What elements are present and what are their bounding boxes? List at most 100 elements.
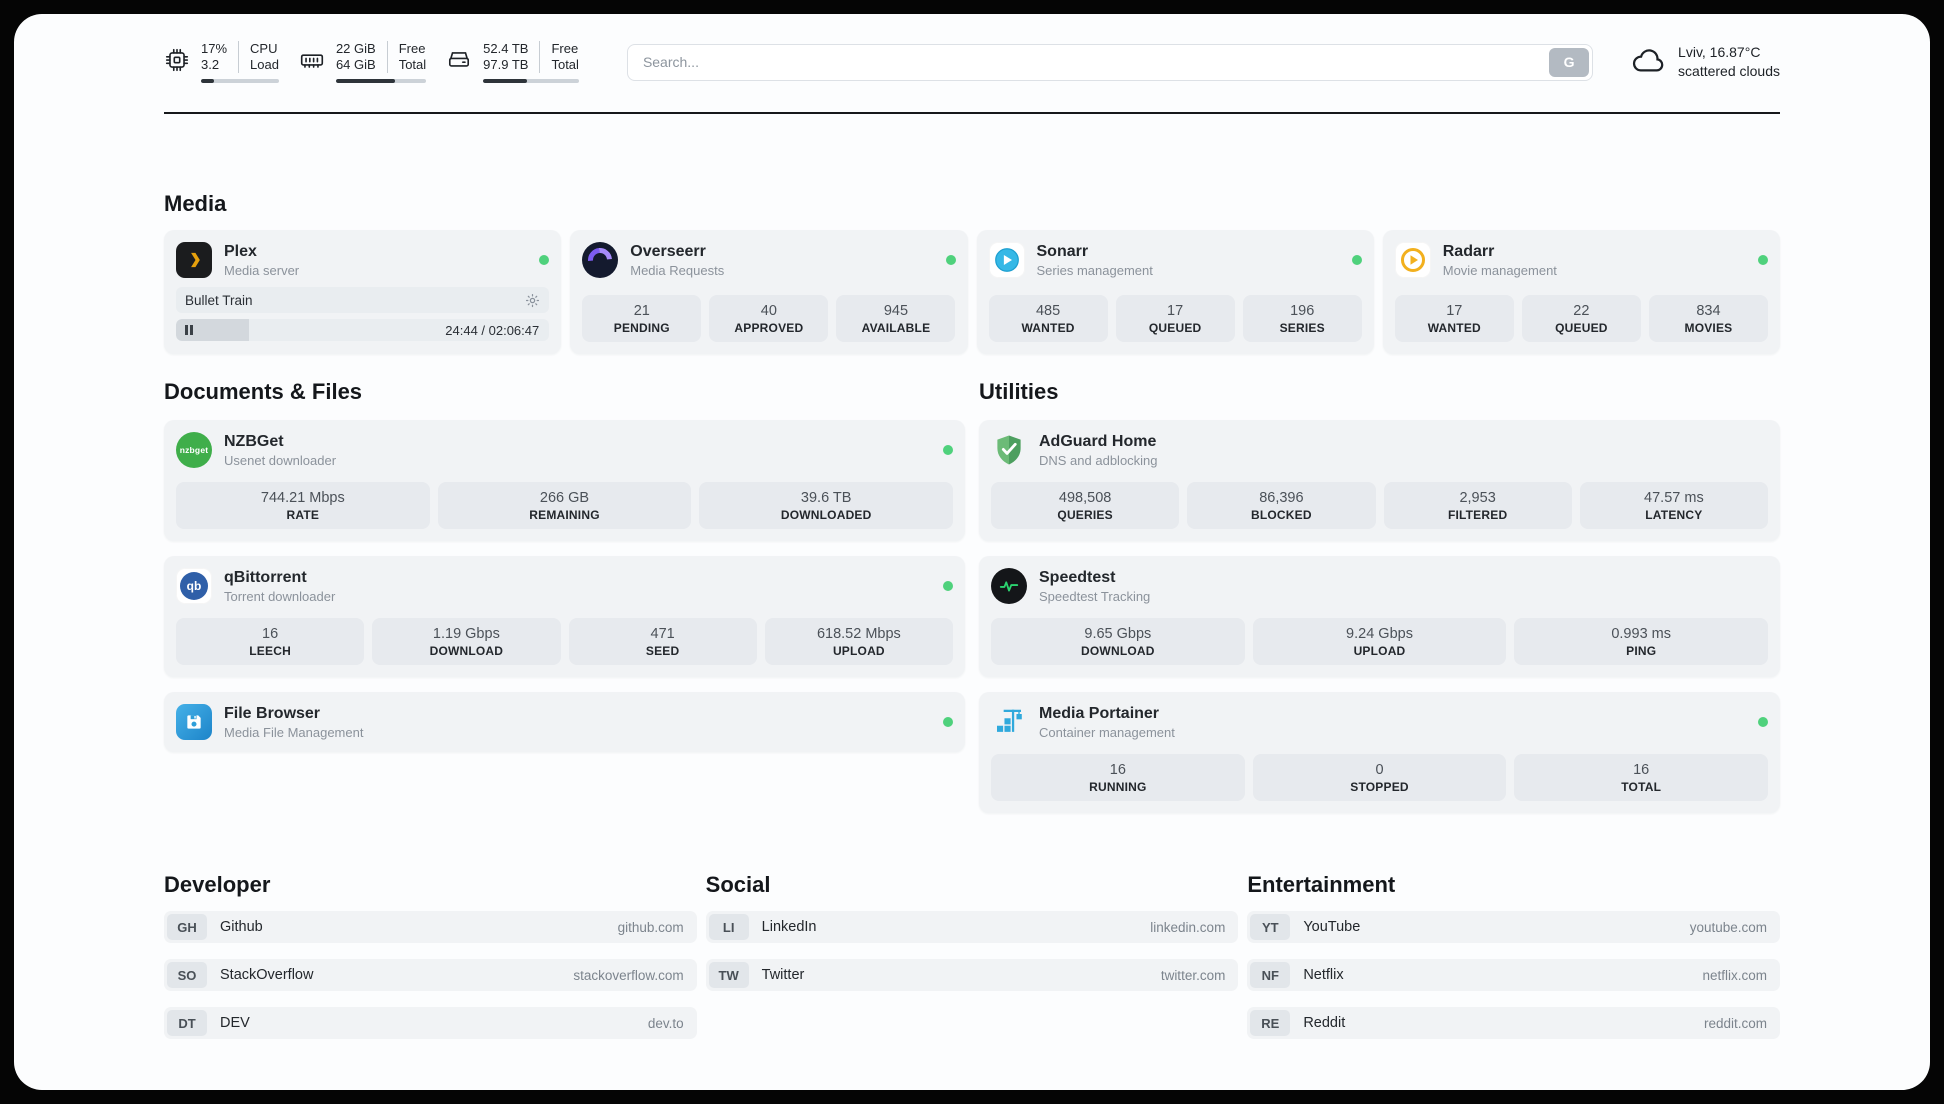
bookmark-reddit[interactable]: RE Reddit reddit.com	[1247, 1007, 1780, 1039]
stat-wanted: 17 WANTED	[1394, 295, 1514, 342]
stat-filtered: 2,953 FILTERED	[1383, 482, 1572, 529]
portainer-icon	[991, 704, 1027, 740]
adguard-icon	[991, 432, 1027, 468]
app-subtitle: Media Requests	[630, 263, 725, 278]
cloud-icon	[1631, 46, 1667, 79]
playback-progress-bar[interactable]: 24:44 / 02:06:47	[176, 319, 550, 341]
app-card-speedtest[interactable]: Speedtest Speedtest Tracking 9.65 Gbps DO…	[979, 556, 1780, 677]
disk-progress-bar	[483, 79, 579, 83]
app-subtitle: Media File Management	[224, 725, 364, 740]
weather-location-temp: Lviv, 16.87°C	[1678, 44, 1761, 60]
disk-labels: Free Total	[539, 41, 579, 73]
stat-latency: 47.57 ms LATENCY	[1579, 482, 1768, 529]
ram-progress-bar	[335, 79, 427, 83]
stat-available: 945 AVAILABLE	[836, 295, 956, 342]
cpu-icon	[164, 47, 190, 78]
ram-widget: 22 GiB 64 GiB Free Total	[299, 41, 427, 83]
section-title-developer: Developer	[164, 872, 271, 897]
stat-stopped: 0 STOPPED	[1252, 754, 1507, 801]
radarr-icon	[1394, 242, 1431, 278]
ram-total-value: 64 GiB	[335, 57, 376, 72]
status-dot-online	[943, 581, 953, 591]
app-name: Media Portainer	[1039, 705, 1160, 722]
stat-downloaded: 39.6 TB DOWNLOADED	[699, 482, 954, 529]
dev-icon: DT	[167, 1010, 207, 1036]
app-card-adguard[interactable]: AdGuard Home DNS and adblocking 498,508 Q…	[979, 420, 1780, 541]
bookmark-linkedin[interactable]: LI LinkedIn linkedin.com	[705, 911, 1239, 943]
stat-wanted: 485 WANTED	[988, 295, 1108, 342]
disk-free-value: 52.4 TB	[483, 41, 529, 56]
section-title-utilities: Utilities	[979, 379, 1059, 404]
bookmark-stackoverflow[interactable]: SO StackOverflow stackoverflow.com	[164, 959, 697, 991]
app-card-filebrowser[interactable]: File Browser Media File Management	[164, 692, 965, 752]
app-name: Sonarr	[1036, 243, 1089, 260]
app-subtitle: Torrent downloader	[224, 589, 336, 604]
status-dot-online	[1758, 717, 1768, 727]
top-bar: 17% 3.2 CPU Load 22 GiB	[164, 36, 1780, 88]
search-engine-button[interactable]: G	[1549, 47, 1590, 77]
cpu-progress-fill	[201, 79, 215, 83]
app-subtitle: Media server	[224, 263, 300, 278]
stat-approved: 40 APPROVED	[709, 295, 829, 342]
app-name: Speedtest	[1039, 569, 1116, 586]
app-subtitle: Speedtest Tracking	[1039, 589, 1151, 604]
status-dot-online	[1351, 255, 1362, 265]
playback-progress-fill	[176, 319, 249, 341]
disk-progress-fill	[483, 79, 528, 83]
now-playing-title: Bullet Train	[185, 292, 253, 308]
github-icon: GH	[167, 914, 207, 940]
app-card-overseerr[interactable]: Overseerr Media Requests 21 PENDING 40 APP…	[570, 230, 968, 354]
app-card-portainer[interactable]: Media Portainer Container management 16 R…	[979, 692, 1780, 813]
app-name: File Browser	[224, 705, 321, 722]
search-input[interactable]	[630, 54, 1550, 70]
app-name: AdGuard Home	[1039, 433, 1157, 450]
reddit-icon: RE	[1250, 1010, 1291, 1036]
app-card-sonarr[interactable]: Sonarr Series management 485 WANTED 17 QUE…	[976, 230, 1374, 354]
bookmark-netflix[interactable]: NF Netflix netflix.com	[1247, 959, 1780, 991]
app-subtitle: Usenet downloader	[224, 453, 337, 468]
entertainment-links-column: Entertainment YT YouTube youtube.com NF …	[1247, 871, 1780, 1039]
documents-column: Documents & Files nzbget NZBGet Usenet d…	[164, 378, 965, 752]
app-card-radarr[interactable]: Radarr Movie management 17 WANTED 22 QUEUE…	[1382, 230, 1780, 354]
weather-widget: Lviv, 16.87°C scattered clouds	[1631, 43, 1780, 81]
weather-condition: scattered clouds	[1678, 63, 1780, 79]
sonarr-icon	[988, 242, 1025, 278]
bookmark-dev[interactable]: DT DEV dev.to	[164, 1007, 697, 1039]
ram-icon	[299, 47, 325, 78]
ram-free-label: Free	[398, 41, 426, 56]
stat-seed: 471 SEED	[568, 618, 757, 665]
app-card-nzbget[interactable]: nzbget NZBGet Usenet downloader 744.21 M…	[164, 420, 965, 541]
ram-labels: Free Total	[386, 41, 426, 73]
gear-icon[interactable]	[525, 293, 540, 308]
stat-pending: 21 PENDING	[582, 295, 702, 342]
app-card-plex[interactable]: Plex Media server Bullet Train 24:44 / 0…	[164, 230, 562, 354]
stackoverflow-icon: SO	[167, 962, 207, 988]
ram-values: 22 GiB 64 GiB	[336, 41, 376, 73]
section-title-media: Media	[164, 191, 227, 216]
search-bar: G	[626, 43, 1594, 81]
stat-upload: 618.52 Mbps UPLOAD	[764, 618, 953, 665]
stat-series: 196 SERIES	[1242, 295, 1362, 342]
developer-links-column: Developer GH Github github.com SO StackO…	[164, 871, 697, 1039]
social-links-column: Social LI LinkedIn linkedin.com TW Twitt…	[705, 871, 1239, 1039]
status-dot-online	[945, 255, 956, 265]
cpu-percent: 17%	[201, 41, 228, 56]
plex-icon	[176, 242, 212, 278]
bookmark-twitter[interactable]: TW Twitter twitter.com	[705, 959, 1239, 991]
bookmark-youtube[interactable]: YT YouTube youtube.com	[1247, 911, 1780, 943]
stat-queries: 498,508 QUERIES	[991, 482, 1180, 529]
disk-total-label: Total	[551, 57, 579, 72]
app-name: qBittorrent	[224, 569, 307, 586]
stat-queued: 17 QUEUED	[1115, 295, 1235, 342]
section-title-documents: Documents & Files	[164, 379, 363, 404]
stat-blocked: 86,396 BLOCKED	[1187, 482, 1376, 529]
bookmark-github[interactable]: GH Github github.com	[164, 911, 697, 943]
pause-icon[interactable]	[185, 325, 193, 335]
netflix-icon: NF	[1250, 962, 1291, 988]
stat-total: 16 TOTAL	[1514, 754, 1769, 801]
stat-rate: 744.21 Mbps RATE	[176, 482, 430, 529]
app-card-qbittorrent[interactable]: qb qBittorrent Torrent downloader 16 LEEC…	[164, 556, 965, 677]
app-name: Radarr	[1442, 243, 1495, 260]
stat-running: 16 RUNNING	[991, 754, 1245, 801]
ram-progress-fill	[335, 79, 396, 83]
